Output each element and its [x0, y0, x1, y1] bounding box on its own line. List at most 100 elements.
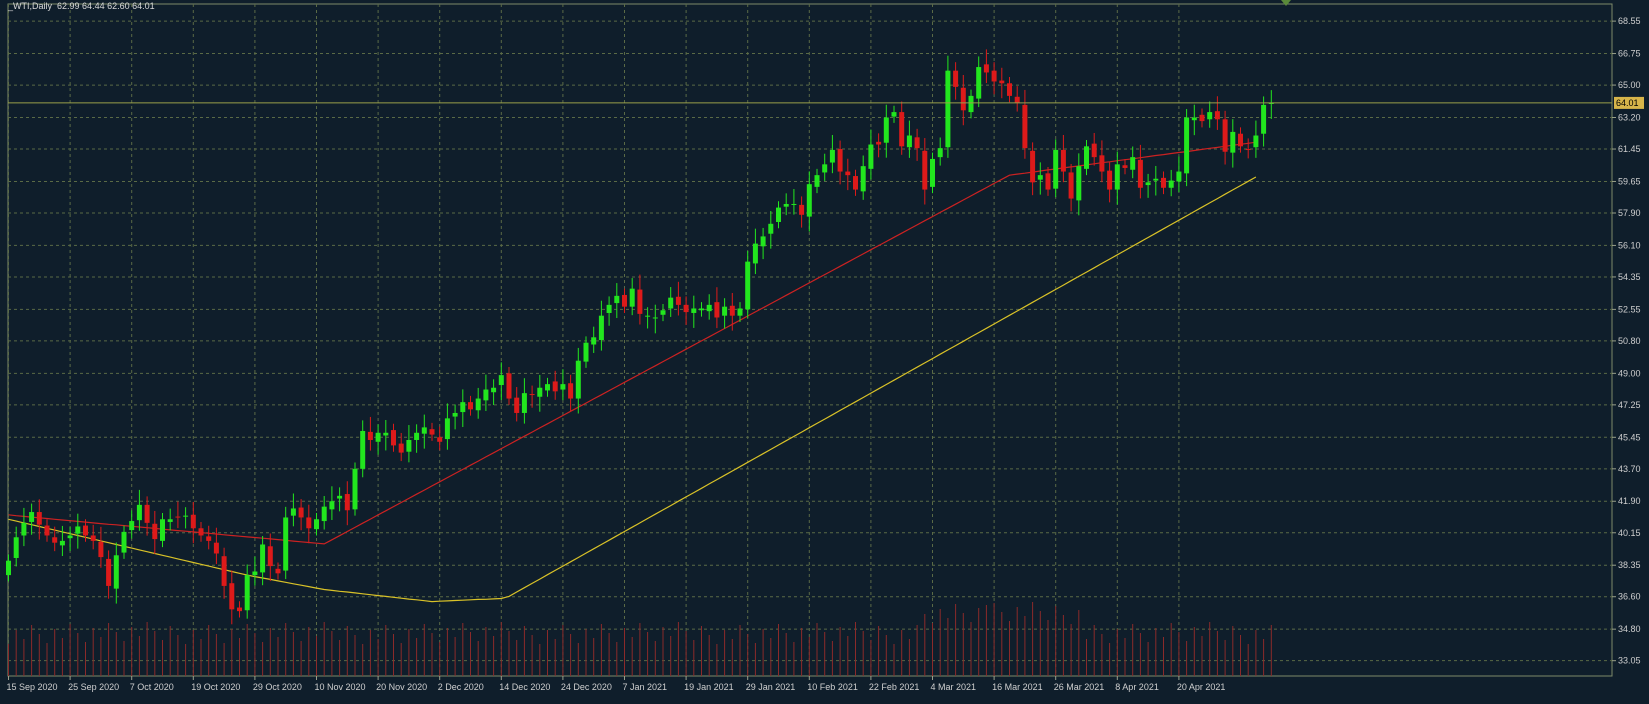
- y-tick-label: 50.80: [1618, 336, 1641, 346]
- candle-body: [244, 575, 250, 611]
- candle-body: [976, 67, 982, 99]
- candle-body: [144, 504, 150, 523]
- current-price-label: 64.01: [1616, 98, 1639, 108]
- candle-body: [152, 523, 158, 540]
- candle-body: [398, 443, 404, 453]
- candle-body: [953, 70, 959, 87]
- current-price-tag: [1614, 96, 1644, 109]
- candle-body: [421, 427, 427, 434]
- candle-body: [660, 310, 666, 315]
- candle-body: [283, 517, 289, 571]
- candle-body: [1030, 150, 1036, 183]
- candle-body: [860, 166, 866, 192]
- candle-body: [129, 521, 135, 531]
- candle-body: [1130, 157, 1136, 170]
- candle-body: [668, 297, 674, 309]
- candle-body: [360, 430, 366, 469]
- candle-body: [521, 393, 527, 413]
- candle-body: [90, 535, 96, 541]
- candle-body: [1137, 159, 1143, 188]
- candle-body: [768, 223, 774, 234]
- candle-body: [1199, 114, 1205, 122]
- candle-body: [190, 514, 196, 529]
- y-tick-label: 52.55: [1618, 304, 1641, 314]
- candle-body: [598, 315, 604, 340]
- y-tick-label: 41.90: [1618, 496, 1641, 506]
- candle-body: [629, 288, 635, 307]
- candle-body: [1184, 117, 1190, 174]
- candle-body: [853, 176, 858, 190]
- candle-body: [645, 315, 651, 317]
- candle-body: [545, 384, 550, 391]
- candle-body: [1261, 104, 1267, 134]
- candle-body: [321, 506, 327, 522]
- x-tick-label: 16 Mar 2021: [992, 682, 1043, 692]
- y-tick-label: 54.35: [1618, 272, 1641, 282]
- candle-body: [699, 308, 704, 311]
- candle-body: [267, 546, 273, 567]
- x-tick-label: 19 Oct 2020: [191, 682, 240, 692]
- candle-body: [906, 135, 912, 148]
- candle-body: [922, 150, 928, 190]
- candle-body: [1022, 104, 1028, 149]
- candle-body: [930, 158, 935, 187]
- candle-body: [221, 556, 227, 586]
- candle-body: [314, 519, 319, 530]
- y-tick-label: 66.75: [1618, 49, 1641, 59]
- candle-body: [791, 203, 797, 205]
- y-tick-label: 49.00: [1618, 368, 1641, 378]
- candle-body: [475, 398, 481, 411]
- candle-body: [560, 384, 566, 390]
- candle-body: [883, 117, 889, 143]
- candle-body: [229, 583, 235, 610]
- x-tick-label: 7 Jan 2021: [623, 682, 668, 692]
- candle-body: [968, 95, 974, 113]
- candle-body: [1176, 171, 1182, 182]
- candle-body: [67, 535, 73, 539]
- candle-body: [914, 137, 920, 149]
- candle-body: [1153, 178, 1159, 181]
- candle-body: [306, 517, 312, 529]
- candle-body: [868, 144, 874, 169]
- candle-body: [1053, 149, 1059, 189]
- candle-body: [1045, 173, 1051, 190]
- candle-body: [937, 148, 943, 158]
- candle-body: [1214, 111, 1220, 120]
- candle-body: [722, 306, 728, 316]
- candle-body: [837, 149, 843, 172]
- candle-body: [983, 64, 989, 73]
- candle-body: [529, 394, 535, 396]
- candle-body: [1230, 131, 1236, 153]
- x-tick-label: 26 Mar 2021: [1054, 682, 1105, 692]
- candle-body: [1161, 177, 1166, 188]
- y-tick-label: 40.15: [1618, 528, 1641, 538]
- candle-body: [1099, 155, 1105, 172]
- candle-body: [806, 184, 812, 217]
- candle-body: [537, 387, 543, 397]
- candle-body: [498, 375, 504, 386]
- candle-body: [1207, 112, 1213, 120]
- candle-body: [729, 305, 735, 316]
- candle-body: [514, 397, 520, 413]
- x-tick-label: 19 Jan 2021: [684, 682, 734, 692]
- candle-body: [568, 383, 574, 399]
- candle-body: [1014, 96, 1020, 104]
- candle-body: [21, 522, 27, 536]
- candle-body: [622, 294, 627, 307]
- candle-body: [776, 207, 781, 222]
- y-tick-label: 61.45: [1618, 144, 1641, 154]
- candle-body: [406, 439, 412, 452]
- candle-body: [991, 70, 997, 82]
- candle-body: [591, 337, 597, 345]
- candle-body: [213, 542, 219, 554]
- candle-body: [198, 528, 204, 536]
- candle-body: [437, 437, 443, 442]
- x-tick-label: 20 Nov 2020: [376, 682, 427, 692]
- x-tick-label: 22 Feb 2021: [869, 682, 920, 692]
- candle-body: [960, 87, 966, 111]
- candle-body: [352, 468, 358, 510]
- candle-body: [1107, 170, 1113, 190]
- candle-body: [899, 112, 905, 147]
- candle-body: [290, 508, 296, 516]
